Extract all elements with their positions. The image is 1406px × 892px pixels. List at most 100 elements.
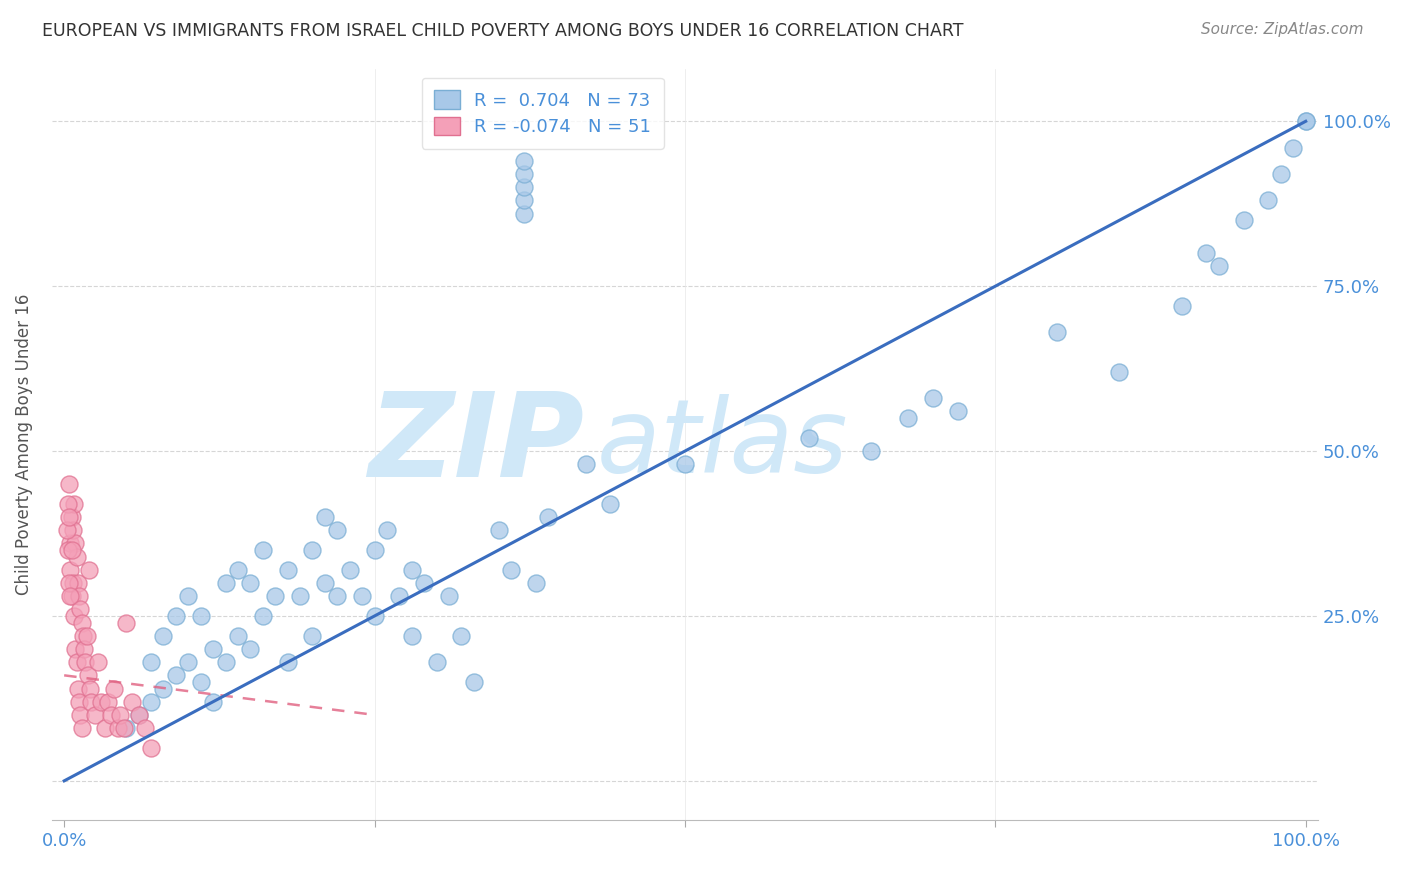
Point [177, 655, 200, 669]
Text: atlas: atlas [596, 394, 848, 494]
Point [339, 563, 361, 577]
Point [352, 589, 374, 603]
Point [363, 543, 385, 558]
Point [426, 655, 449, 669]
Point [79, 681, 101, 696]
Point [77, 563, 100, 577]
Point [112, 721, 135, 735]
Point [388, 589, 411, 603]
Point [67, 695, 90, 709]
Point [252, 609, 274, 624]
Point [59, 563, 82, 577]
Point [58, 576, 80, 591]
Point [100, 707, 122, 722]
Point [59, 536, 82, 550]
Point [65, 655, 87, 669]
Point [512, 194, 534, 208]
Point [70, 721, 93, 735]
Point [1282, 141, 1305, 155]
Point [946, 404, 969, 418]
Point [214, 576, 236, 591]
Point [72, 629, 94, 643]
Point [56, 543, 79, 558]
Point [121, 695, 143, 709]
Point [1257, 194, 1279, 208]
Point [128, 707, 150, 722]
Point [58, 510, 80, 524]
Point [103, 681, 125, 696]
Point [108, 707, 131, 722]
Point [66, 576, 89, 591]
Point [437, 589, 460, 603]
Point [797, 431, 820, 445]
Point [314, 576, 336, 591]
Y-axis label: Child Poverty Among Boys Under 16: Child Poverty Among Boys Under 16 [15, 293, 32, 595]
Point [314, 510, 336, 524]
Point [226, 563, 249, 577]
Point [139, 655, 162, 669]
Point [239, 576, 262, 591]
Point [66, 681, 89, 696]
Point [488, 523, 510, 537]
Point [326, 523, 349, 537]
Point [152, 629, 174, 643]
Point [134, 721, 156, 735]
Point [76, 668, 98, 682]
Point [512, 153, 534, 168]
Point [512, 206, 534, 220]
Point [1046, 326, 1069, 340]
Point [97, 695, 120, 709]
Point [63, 497, 86, 511]
Point [463, 674, 485, 689]
Point [60, 543, 83, 558]
Point [115, 721, 138, 735]
Point [62, 523, 84, 537]
Point [524, 576, 547, 591]
Point [60, 510, 83, 524]
Point [69, 707, 91, 722]
Point [1233, 213, 1256, 227]
Point [177, 589, 200, 603]
Point [107, 721, 129, 735]
Point [86, 655, 108, 669]
Point [58, 477, 80, 491]
Point [70, 615, 93, 630]
Point [63, 609, 86, 624]
Point [55, 523, 77, 537]
Point [1295, 114, 1317, 128]
Point [65, 536, 87, 550]
Point [1270, 167, 1292, 181]
Text: ZIP: ZIP [367, 387, 583, 502]
Point [59, 589, 82, 603]
Point [1108, 365, 1130, 379]
Point [1170, 299, 1192, 313]
Point [56, 497, 79, 511]
Legend: R =  0.704   N = 73, R = -0.074   N = 51: R = 0.704 N = 73, R = -0.074 N = 51 [422, 78, 664, 149]
Text: EUROPEAN VS IMMIGRANTS FROM ISRAEL CHILD POVERTY AMONG BOYS UNDER 16 CORRELATION: EUROPEAN VS IMMIGRANTS FROM ISRAEL CHILD… [42, 22, 963, 40]
Point [94, 721, 117, 735]
Point [139, 695, 162, 709]
Point [214, 655, 236, 669]
Text: Source: ZipAtlas.com: Source: ZipAtlas.com [1201, 22, 1364, 37]
Point [202, 642, 225, 657]
Point [375, 523, 398, 537]
Point [75, 655, 97, 669]
Point [80, 695, 103, 709]
Point [60, 589, 83, 603]
Point [76, 629, 98, 643]
Point [301, 629, 323, 643]
Point [128, 707, 150, 722]
Point [165, 668, 187, 682]
Point [1195, 246, 1218, 260]
Point [252, 543, 274, 558]
Point [301, 543, 323, 558]
Point [512, 180, 534, 194]
Point [139, 740, 162, 755]
Point [152, 681, 174, 696]
Point [90, 695, 112, 709]
Point [190, 609, 212, 624]
Point [190, 674, 212, 689]
Point [69, 602, 91, 616]
Point [115, 615, 138, 630]
Point [673, 457, 696, 471]
